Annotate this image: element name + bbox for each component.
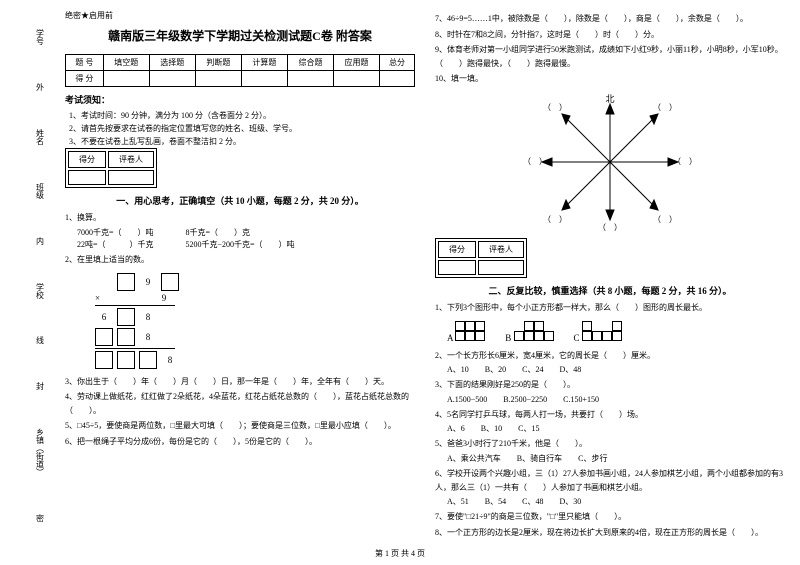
q5: 5、□45÷5，要使商是两位数，□里最大可填（ ）；要使商是三位数，□里最小应填…	[65, 419, 415, 433]
compass-diagram: 北 （ ） （ ） （ ） （ ） （ ） （ ） （ ）	[435, 92, 785, 232]
margin-mi: 密	[35, 511, 46, 525]
q2: 2、在里填上适当的数。	[65, 253, 415, 267]
q10: 10、填一填。	[435, 72, 785, 86]
q9: 9、体育老师对第一小组同学进行50米跑测试，成绩如下小红9秒，小丽11秒，小明8…	[435, 43, 785, 70]
s2q2: 2、一个长方形长6厘米，宽4厘米，它的周长是（ ）厘米。	[435, 349, 785, 363]
q6: 6、把一根绳子平均分成6份，每份是它的（ ），5份是它的（ ）。	[65, 435, 415, 449]
margin-xian: 线	[35, 333, 46, 347]
mult-box[interactable]	[117, 308, 135, 326]
notices: 1、考试时间：90 分钟，满分为 100 分（含卷面分 2 分）。 2、请首先按…	[65, 110, 415, 148]
th-comp: 综合题	[287, 55, 333, 71]
row-score-label: 得 分	[66, 71, 104, 87]
svg-text:（ ）: （ ）	[653, 215, 677, 224]
q1-line1: 7000千克=（ ）吨 8千克=（ ）克	[77, 227, 415, 239]
svg-text:（ ）: （ ）	[543, 215, 567, 224]
th-choice: 选择题	[149, 55, 195, 71]
scorebox2-grader: 评卷人	[478, 241, 524, 258]
page-footer: 第 1 页 共 4 页	[0, 548, 800, 559]
svg-text:（ ）: （ ）	[523, 157, 547, 166]
shape-c-label: C	[574, 333, 580, 343]
th-num: 题 号	[66, 55, 104, 71]
margin-hao: 学号	[35, 26, 46, 48]
svg-text:（ ）: （ ）	[598, 223, 622, 232]
q8: 8、时针在7和8之间，分针指7，这时是（ ）时（ ）分。	[435, 28, 785, 42]
th-app: 应用题	[334, 55, 380, 71]
shape-b-label: B	[505, 333, 511, 343]
s2q4-opts: A、6 B、10 C、15	[447, 423, 785, 435]
margin-wai: 外	[35, 80, 46, 94]
th-judge: 判断题	[195, 55, 241, 71]
s2q6-opts: A、51 B、54 C、48 D、30	[447, 496, 785, 508]
s2q2-opts: A、10 B、20 C、24 D、48	[447, 364, 785, 376]
s2q7: 7、要使"□21÷9"的商是三位数，"□"里只能填（ ）。	[435, 510, 785, 524]
q1: 1、换算。	[65, 211, 415, 225]
q3: 3、你出生于（ ）年（ ）月（ ）日，那一年是（ ）年，全年有（ ）天。	[65, 375, 415, 389]
s2q4: 4、5名同学打乒乓球，每两人打一场，共要打（ ）场。	[435, 408, 785, 422]
mult-box[interactable]	[117, 351, 135, 369]
mult-box[interactable]	[95, 328, 113, 346]
section-2-title: 二、反复比较，慎重选择（共 8 小题，每题 2 分，共 16 分）。	[435, 284, 785, 297]
svg-text:（ ）: （ ）	[653, 103, 677, 112]
margin-feng: 封	[35, 379, 46, 393]
mult-box[interactable]	[117, 273, 135, 291]
s2q1: 1、下列3个图形中，每个小正方形都一样大，那么（ ）图形的周长最长。	[435, 301, 785, 315]
notice-head: 考试须知：	[65, 93, 415, 106]
mult-box[interactable]	[139, 351, 157, 369]
shape-options: A B C	[447, 321, 785, 343]
scorebox2-score: 得分	[438, 241, 476, 258]
margin-name: 姓名	[35, 126, 46, 148]
section-scorebox-1: 得分评卷人	[65, 148, 157, 188]
q7: 7、46÷9=5……1中，被除数是（ ），除数是（ ），商是（ ），余数是（ ）…	[435, 12, 785, 26]
shape-a	[455, 321, 485, 341]
th-total: 总分	[380, 55, 415, 71]
s2q8: 8、一个正方形的边长是2厘米，现在将边长扩大到原来的4倍，现在正方形的周长是（ …	[435, 526, 785, 540]
q1-line2: 22吨=（ ）千克 5200千克−200千克=（ ）吨	[77, 239, 415, 251]
margin-xz: 乡镇（街道）	[35, 425, 46, 479]
scorebox-score: 得分	[68, 151, 106, 168]
compass-north: 北	[605, 94, 614, 104]
exam-title: 赣南版三年级数学下学期过关检测试题C卷 附答案	[65, 27, 415, 44]
section-scorebox-2: 得分评卷人	[435, 238, 527, 278]
svg-text:（ ）: （ ）	[543, 103, 567, 112]
notice-2: 2、请首先按要求在试卷的指定位置填写您的姓名、班级、学号。	[69, 123, 415, 136]
notice-1: 1、考试时间：90 分钟，满分为 100 分（含卷面分 2 分）。	[69, 110, 415, 123]
multiplication-grid: 9 ×9 68 8 8	[95, 273, 415, 369]
mult-box[interactable]	[117, 328, 135, 346]
th-fill: 填空题	[103, 55, 149, 71]
mult-box[interactable]	[95, 351, 113, 369]
score-table: 题 号 填空题 选择题 判断题 计算题 综合题 应用题 总分 得 分	[65, 54, 415, 87]
scorebox-grader: 评卷人	[108, 151, 154, 168]
margin-xue: 学校	[35, 280, 46, 302]
s2q3: 3、下面的结果刚好是250的是（ ）。	[435, 378, 785, 392]
s2q5-opts: A、乘公共汽车 B、骑自行车 C、步行	[447, 453, 785, 465]
mult-box[interactable]	[161, 273, 179, 291]
shape-b	[514, 321, 554, 341]
shape-c	[582, 321, 622, 341]
shape-a-label: A	[447, 333, 453, 343]
confidential-label: 绝密★启用前	[65, 10, 415, 21]
s2q5: 5、爸爸3小时行了210千米，他是（ ）。	[435, 437, 785, 451]
th-calc: 计算题	[241, 55, 287, 71]
left-column: 绝密★启用前 赣南版三年级数学下学期过关检测试题C卷 附答案 题 号 填空题 选…	[65, 10, 415, 541]
svg-text:（ ）: （ ）	[673, 157, 697, 166]
section-1-title: 一、用心思考，正确填空（共 10 小题，每题 2 分，共 20 分）。	[65, 194, 415, 207]
margin-ban: 班级	[35, 180, 46, 202]
margin-nei: 内	[35, 234, 46, 248]
right-column: 7、46÷9=5……1中，被除数是（ ），除数是（ ），商是（ ），余数是（ ）…	[435, 10, 785, 541]
s2q6: 6、学校开设两个兴趣小组，三（1）27人参加书画小组，24人参加棋艺小组，两个小…	[435, 467, 785, 494]
notice-3: 3、不要在试卷上乱写乱画，卷面不整洁扣 2 分。	[69, 136, 415, 149]
s2q3-opts: A.1500−500 B.2500−2250 C.150+150	[447, 394, 785, 406]
q4: 4、劳动课上做纸花，红红做了2朵纸花，4朵蓝花，红花占纸花总数的（ ），蓝花占纸…	[65, 390, 415, 417]
